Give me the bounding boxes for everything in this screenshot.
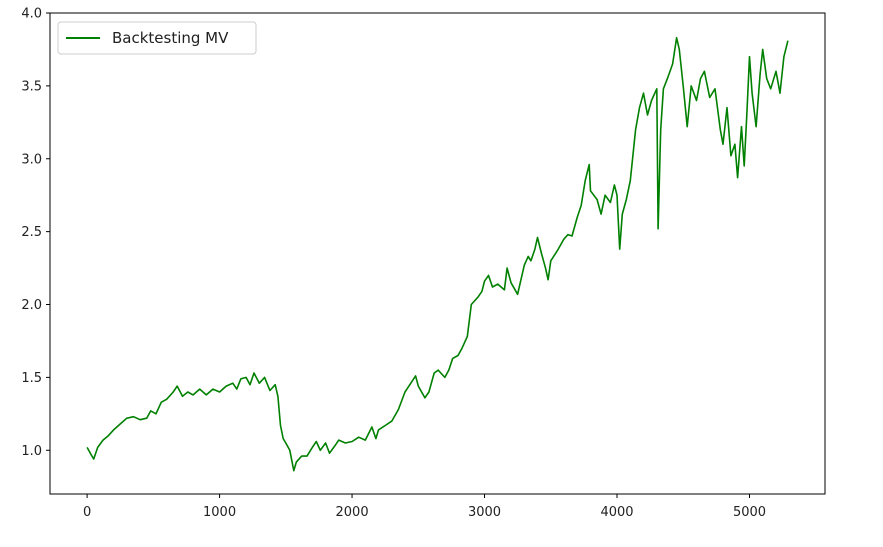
x-axis: 0 1000 2000 3000 4000 5000: [83, 494, 766, 520]
x-tick-label: 1000: [203, 505, 236, 520]
legend-label: Backtesting MV: [112, 29, 229, 47]
y-tick-label: 2.0: [21, 298, 42, 313]
y-tick-label: 1.0: [21, 444, 42, 459]
x-tick-label: 4000: [600, 505, 633, 520]
y-tick-label: 3.0: [21, 152, 42, 167]
y-tick-label: 3.5: [21, 79, 42, 94]
legend-box: [57, 21, 257, 55]
plot-frame: [49, 12, 826, 495]
series-line-backtesting-mv: [86, 36, 789, 472]
x-tick-label: 0: [83, 505, 91, 520]
y-tick-label: 1.5: [21, 371, 42, 386]
x-tick-label: 3000: [468, 505, 501, 520]
y-tick-label: 4.0: [21, 7, 42, 22]
y-axis: 1.0 1.5 2.0 2.5 3.0 3.5 4.0: [21, 7, 50, 459]
x-tick-label: 2000: [336, 505, 369, 520]
y-tick-label: 2.5: [21, 225, 42, 240]
legend: Backtesting MV: [57, 21, 257, 55]
x-tick-label: 5000: [733, 505, 766, 520]
